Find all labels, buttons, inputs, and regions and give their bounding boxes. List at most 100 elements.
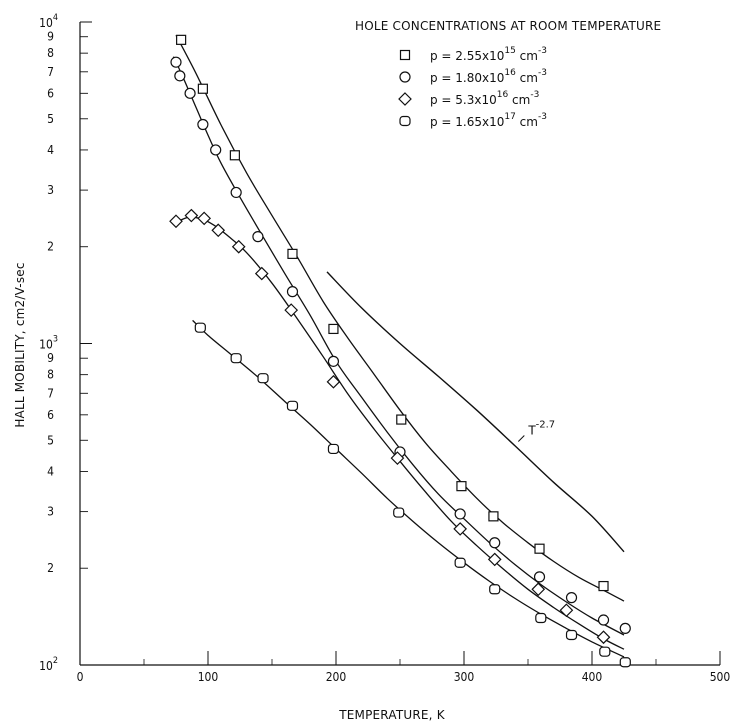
- data-point-1p65e17: [194, 322, 206, 333]
- legend-entry-2p55e15: p = 2.55x1015 cm-3: [430, 46, 547, 63]
- legend-marker-1p65e17: [399, 115, 411, 127]
- data-point-5p3e16: [453, 522, 468, 536]
- data-markers: [169, 34, 631, 668]
- legend-exp: 16: [504, 68, 516, 78]
- data-point-1p65e17: [286, 400, 299, 411]
- y-decade-exp: 2: [53, 656, 58, 666]
- data-point-1p80e16: [174, 70, 186, 82]
- data-point-2p55e15: [488, 511, 499, 522]
- x-tick-label: 400: [582, 670, 603, 684]
- legend-prefix: p = 1.80x10: [430, 71, 504, 85]
- data-point-1p80e16: [327, 355, 340, 367]
- data-point-5p3e16: [197, 211, 212, 226]
- y-minor-label: 9: [47, 351, 54, 365]
- legend-prefix: p = 1.65x10: [430, 115, 504, 129]
- t-power-base: T: [527, 424, 536, 438]
- y-minor-label: 6: [47, 408, 54, 422]
- x-tick-label: 300: [454, 670, 475, 684]
- y-minor-label: 5: [47, 112, 54, 126]
- legend-marker-1p80e16: [399, 71, 411, 83]
- legend-exp: 17: [504, 112, 515, 122]
- legend-entry-1p65e17: p = 1.65x1017 cm-3: [430, 112, 547, 129]
- data-point-2p55e15: [176, 34, 187, 45]
- data-point-5p3e16: [596, 630, 611, 645]
- data-point-1p80e16: [533, 571, 546, 583]
- y-minor-label: 6: [47, 86, 54, 100]
- data-point-1p80e16: [230, 186, 242, 199]
- data-point-1p65e17: [535, 612, 547, 624]
- data-point-1p65e17: [230, 353, 242, 364]
- legend-entry-1p80e16: p = 1.80x1016 cm-3: [430, 68, 547, 85]
- legend-unit: cm: [508, 93, 530, 107]
- data-point-1p80e16: [252, 231, 264, 243]
- legend-marker-5p3e16: [398, 92, 412, 106]
- fit-curves: [172, 34, 625, 658]
- t-power-label: T-2.7: [527, 420, 555, 438]
- y-decade-exp: 4: [53, 13, 58, 23]
- y-minor-label: 3: [47, 505, 54, 519]
- data-point-2p55e15: [197, 83, 208, 94]
- y-minor-label: 9: [47, 30, 54, 44]
- data-point-1p65e17: [619, 657, 631, 668]
- legend-marker-2p55e15: [399, 49, 411, 61]
- fit-curve-2p55e15: [175, 34, 625, 602]
- data-point-1p65e17: [489, 584, 501, 595]
- data-point-1p80e16: [565, 592, 578, 604]
- legend-exp: 16: [497, 90, 509, 100]
- legend-unit-exp: -3: [530, 90, 539, 100]
- data-point-1p80e16: [286, 286, 299, 298]
- data-point-5p3e16: [211, 223, 226, 238]
- t-power-leader: [517, 435, 525, 442]
- data-point-1p65e17: [327, 443, 340, 455]
- legend-entry-5p3e16: p = 5.3x1016 cm-3: [430, 90, 539, 107]
- legend-unit-exp: -3: [538, 112, 547, 122]
- y-axis-label: HALL MOBILITY, cm2/V-sec: [13, 262, 27, 427]
- fit-curve-1p65e17: [192, 319, 625, 658]
- legend-title: HOLE CONCENTRATIONS AT ROOM TEMPERATURE: [355, 19, 661, 33]
- data-point-1p80e16: [597, 614, 610, 626]
- data-point-1p80e16: [489, 537, 501, 549]
- y-decade-base: 10: [39, 659, 53, 673]
- y-minor-label: 7: [47, 386, 54, 400]
- data-point-5p3e16: [559, 603, 574, 618]
- data-point-2p55e15: [328, 323, 339, 335]
- x-tick-label: 500: [710, 670, 731, 684]
- y-decade-base: 10: [39, 16, 53, 30]
- axis-ticks: 0 100 200 300 400 500102103104234567892345678…: [39, 13, 730, 684]
- data-point-5p3e16: [169, 214, 183, 229]
- fit-curve-1p80e16: [172, 56, 625, 636]
- y-minor-label: 8: [47, 46, 54, 60]
- data-point-5p3e16: [254, 266, 269, 281]
- data-point-1p65e17: [599, 646, 611, 657]
- y-minor-label: 2: [47, 240, 54, 254]
- x-tick-label: 100: [198, 670, 219, 684]
- annotation-t-power: T-2.7: [326, 271, 625, 553]
- x-tick-label: 200: [326, 670, 347, 684]
- y-minor-label: 4: [47, 464, 54, 478]
- data-point-1p80e16: [197, 118, 209, 131]
- y-minor-label: 3: [47, 183, 54, 197]
- y-minor-label: 4: [47, 143, 54, 157]
- data-point-1p80e16: [619, 622, 631, 634]
- data-point-1p80e16: [210, 144, 222, 156]
- data-point-1p65e17: [454, 557, 466, 568]
- y-decade-exp: 3: [53, 335, 58, 345]
- data-point-2p55e15: [456, 481, 467, 492]
- y-minor-label: 8: [47, 368, 54, 382]
- y-minor-label: 5: [47, 433, 54, 447]
- data-point-1p65e17: [565, 629, 578, 641]
- legend-exp: 15: [504, 46, 515, 56]
- y-decade-label: 103: [39, 335, 58, 352]
- data-point-5p3e16: [231, 239, 246, 254]
- y-decade-label: 104: [39, 13, 58, 30]
- data-point-5p3e16: [184, 208, 199, 223]
- data-point-1p65e17: [257, 373, 269, 384]
- data-point-5p3e16: [531, 582, 546, 597]
- data-point-5p3e16: [487, 552, 502, 567]
- legend-prefix: p = 5.3x10: [430, 93, 497, 107]
- legend: HOLE CONCENTRATIONS AT ROOM TEMPERATURE p…: [355, 19, 661, 129]
- legend-unit: cm: [516, 115, 538, 129]
- data-point-1p80e16: [170, 56, 182, 68]
- data-point-5p3e16: [390, 451, 405, 465]
